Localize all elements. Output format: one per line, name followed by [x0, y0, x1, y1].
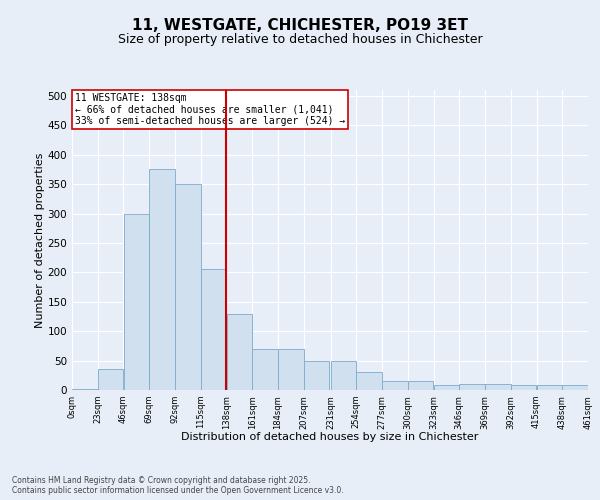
Text: 11, WESTGATE, CHICHESTER, PO19 3ET: 11, WESTGATE, CHICHESTER, PO19 3ET: [132, 18, 468, 32]
Bar: [253, 349, 278, 390]
Bar: [175, 184, 200, 390]
Bar: [536, 386, 562, 390]
Bar: [408, 381, 433, 390]
X-axis label: Distribution of detached houses by size in Chichester: Distribution of detached houses by size …: [181, 432, 479, 442]
Bar: [356, 372, 382, 390]
Bar: [149, 170, 175, 390]
Text: Contains HM Land Registry data © Crown copyright and database right 2025.
Contai: Contains HM Land Registry data © Crown c…: [12, 476, 344, 495]
Bar: [227, 314, 252, 390]
Bar: [485, 384, 511, 390]
Bar: [72, 389, 98, 390]
Bar: [304, 360, 329, 390]
Bar: [98, 370, 124, 390]
Text: Size of property relative to detached houses in Chichester: Size of property relative to detached ho…: [118, 32, 482, 46]
Bar: [562, 386, 588, 390]
Bar: [331, 360, 356, 390]
Bar: [382, 381, 407, 390]
Bar: [201, 270, 226, 390]
Y-axis label: Number of detached properties: Number of detached properties: [35, 152, 44, 328]
Bar: [434, 386, 459, 390]
Bar: [511, 386, 536, 390]
Bar: [460, 384, 485, 390]
Bar: [124, 214, 149, 390]
Bar: [278, 349, 304, 390]
Text: 11 WESTGATE: 138sqm
← 66% of detached houses are smaller (1,041)
33% of semi-det: 11 WESTGATE: 138sqm ← 66% of detached ho…: [74, 93, 345, 126]
